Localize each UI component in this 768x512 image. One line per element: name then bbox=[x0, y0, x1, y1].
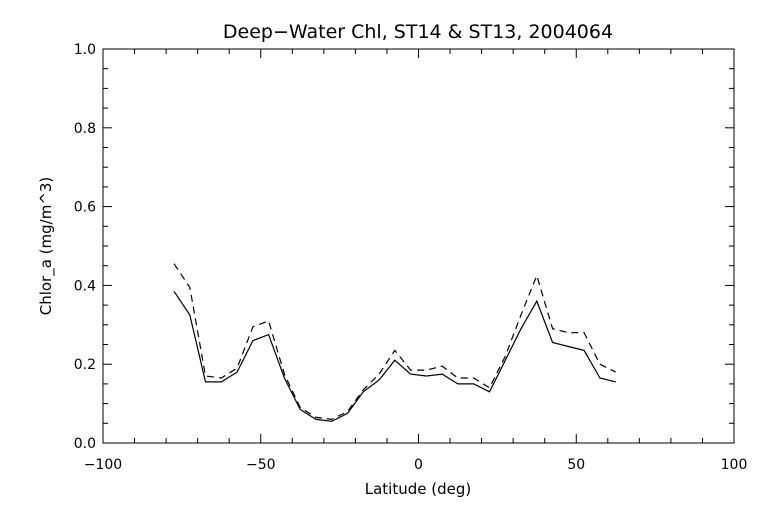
axis-tick-labels: −100 −50 0 50 100 0.0 0.2 0.4 0.6 0.8 1.0 bbox=[74, 42, 748, 473]
y-tick-label: 0.4 bbox=[74, 278, 96, 294]
y-axis-label: Chlor_a (mg/m^3) bbox=[37, 177, 56, 316]
series-line-solid bbox=[173, 290, 616, 422]
axis-ticks bbox=[102, 48, 735, 444]
x-tick-label: −50 bbox=[246, 457, 276, 473]
y-tick-label: 0.6 bbox=[74, 200, 96, 216]
y-tick-label: 0.8 bbox=[74, 121, 96, 137]
x-tick-label: 100 bbox=[721, 457, 748, 473]
series-line-dashed bbox=[173, 263, 616, 421]
series-lines bbox=[173, 263, 616, 422]
x-tick-label: −100 bbox=[84, 457, 122, 473]
plot-frame bbox=[102, 48, 735, 444]
x-tick-label: 50 bbox=[567, 457, 585, 473]
chart-title: Deep−Water Chl, ST14 & ST13, 2004064 bbox=[223, 21, 613, 43]
y-tick-label: 0.2 bbox=[74, 357, 96, 373]
x-axis-label: Latitude (deg) bbox=[365, 480, 471, 498]
y-tick-label: 0.0 bbox=[74, 436, 96, 452]
y-tick-label: 1.0 bbox=[74, 42, 96, 58]
x-tick-label: 0 bbox=[414, 457, 423, 473]
